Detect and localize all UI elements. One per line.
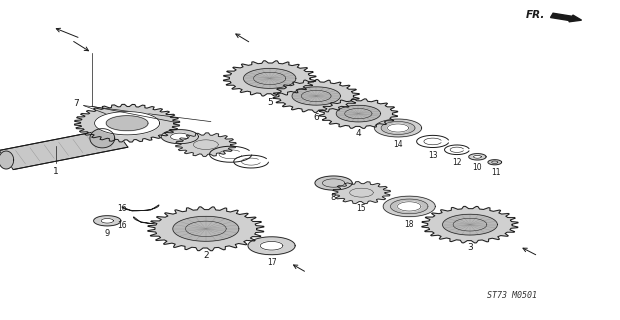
Polygon shape [273,80,360,112]
Polygon shape [388,124,409,132]
Polygon shape [122,205,159,211]
Polygon shape [106,116,148,131]
Polygon shape [74,104,180,142]
Polygon shape [170,133,189,140]
Polygon shape [336,105,381,122]
Polygon shape [315,176,352,190]
Polygon shape [397,202,421,211]
Polygon shape [332,182,391,204]
Polygon shape [244,68,296,88]
Text: 17: 17 [267,258,277,267]
Text: FR.: FR. [526,10,546,20]
Text: 4: 4 [355,129,361,138]
Text: 16: 16 [117,221,127,230]
Polygon shape [422,206,518,243]
Text: 8: 8 [331,193,336,202]
Polygon shape [185,221,226,236]
Polygon shape [301,90,331,102]
Polygon shape [488,160,502,165]
Text: 12: 12 [452,158,462,167]
Text: 3: 3 [467,243,473,252]
Polygon shape [469,154,486,160]
Polygon shape [95,112,160,135]
Polygon shape [90,129,115,148]
Text: 16: 16 [117,204,127,213]
Polygon shape [474,156,481,158]
Text: 6: 6 [313,113,319,122]
Polygon shape [292,87,340,105]
Polygon shape [148,207,264,251]
Polygon shape [443,214,497,235]
Polygon shape [248,237,295,255]
Text: 7: 7 [73,100,79,108]
Text: ST73 M0501: ST73 M0501 [487,291,537,300]
Polygon shape [319,99,398,128]
Text: 9: 9 [105,229,110,238]
Text: 13: 13 [428,151,438,160]
Polygon shape [374,119,422,137]
Polygon shape [94,216,121,226]
Polygon shape [381,122,415,134]
Polygon shape [391,199,428,214]
Polygon shape [101,219,113,223]
Text: 18: 18 [404,220,414,229]
Text: 5: 5 [267,98,273,107]
Polygon shape [453,218,487,231]
Polygon shape [173,216,239,241]
Polygon shape [223,61,316,96]
Polygon shape [0,128,128,170]
Polygon shape [254,72,286,84]
Text: 10: 10 [472,163,482,172]
Polygon shape [260,242,283,250]
FancyArrow shape [551,13,582,22]
Text: 2: 2 [203,251,209,260]
Polygon shape [175,133,236,156]
Polygon shape [383,196,435,217]
Polygon shape [161,130,198,144]
Text: 14: 14 [393,140,403,149]
Text: 1: 1 [53,167,59,176]
Text: 15: 15 [356,204,366,213]
Text: 11: 11 [491,168,501,177]
Polygon shape [133,217,170,224]
Polygon shape [0,151,14,169]
Polygon shape [345,108,372,119]
